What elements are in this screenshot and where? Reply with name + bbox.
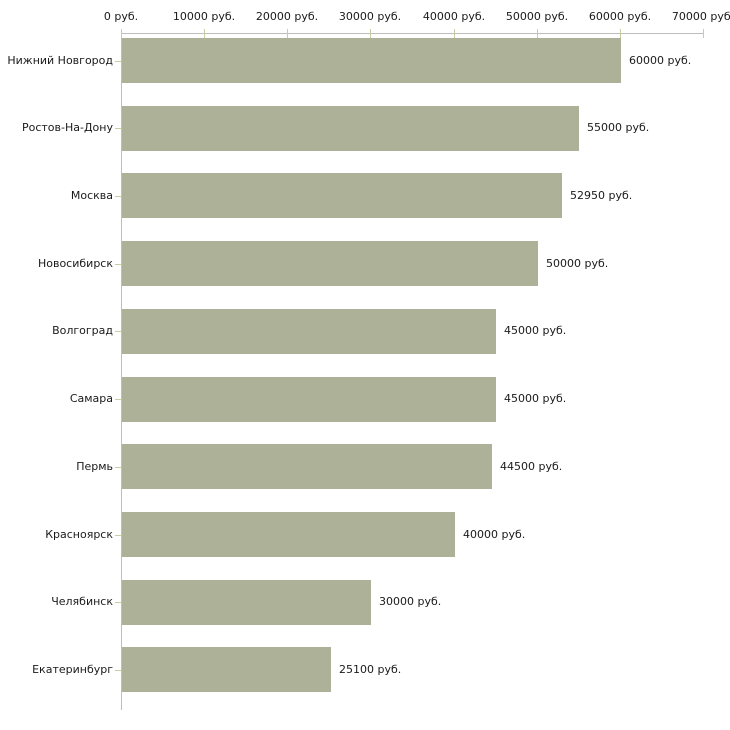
bar [122,173,562,218]
x-axis-tick-label: 20000 руб. [255,10,319,23]
y-axis-tick [115,670,121,671]
category-label: Пермь [76,460,113,473]
bar [122,512,455,557]
y-axis-tick [115,61,121,62]
x-axis-tick-label: 70000 руб. [671,10,730,23]
y-axis-tick [115,535,121,536]
value-label: 55000 руб. [587,121,650,134]
bar [122,38,621,83]
bar [122,309,496,354]
value-label: 60000 руб. [629,54,692,67]
x-axis-tick-label: 40000 руб. [422,10,486,23]
bar [122,241,538,286]
category-label: Новосибирск [37,257,113,270]
bar [122,647,331,692]
x-axis-tick [204,29,205,38]
x-axis-tick [121,29,122,38]
bar [122,106,579,151]
x-axis-tick [537,29,538,38]
category-label: Екатеринбург [32,663,113,676]
x-axis-tick [703,29,704,38]
value-label: 52950 руб. [570,189,633,202]
x-axis-tick [620,29,621,38]
value-label: 25100 руб. [339,663,402,676]
y-axis-tick [115,196,121,197]
x-axis-tick-label: 60000 руб. [588,10,652,23]
x-axis-tick-label: 10000 руб. [172,10,236,23]
x-axis-tick [454,29,455,38]
y-axis-tick [115,128,121,129]
value-label: 50000 руб. [546,257,609,270]
bar [122,444,492,489]
y-axis-tick [115,264,121,265]
value-label: 45000 руб. [504,392,567,405]
y-axis-tick [115,467,121,468]
category-label: Нижний Новгород [7,54,113,67]
bar [122,377,496,422]
value-label: 30000 руб. [379,595,442,608]
category-label: Самара [69,392,113,405]
bar [122,580,371,625]
category-label: Челябинск [51,595,113,608]
y-axis-tick [115,399,121,400]
value-label: 44500 руб. [500,460,563,473]
category-label: Ростов-На-Дону [21,121,113,134]
y-axis-tick [115,602,121,603]
category-label: Волгоград [52,324,113,337]
x-axis-tick-label: 30000 руб. [338,10,402,23]
x-axis-tick [287,29,288,38]
category-label: Москва [70,189,113,202]
y-axis-line [121,33,122,710]
x-axis-tick-label: 0 руб. [103,10,139,23]
x-axis-line [121,33,703,34]
value-label: 45000 руб. [504,324,567,337]
value-label: 40000 руб. [463,528,526,541]
category-label: Красноярск [45,528,113,541]
x-axis-tick [370,29,371,38]
x-axis-tick-label: 50000 руб. [505,10,569,23]
y-axis-tick [115,331,121,332]
